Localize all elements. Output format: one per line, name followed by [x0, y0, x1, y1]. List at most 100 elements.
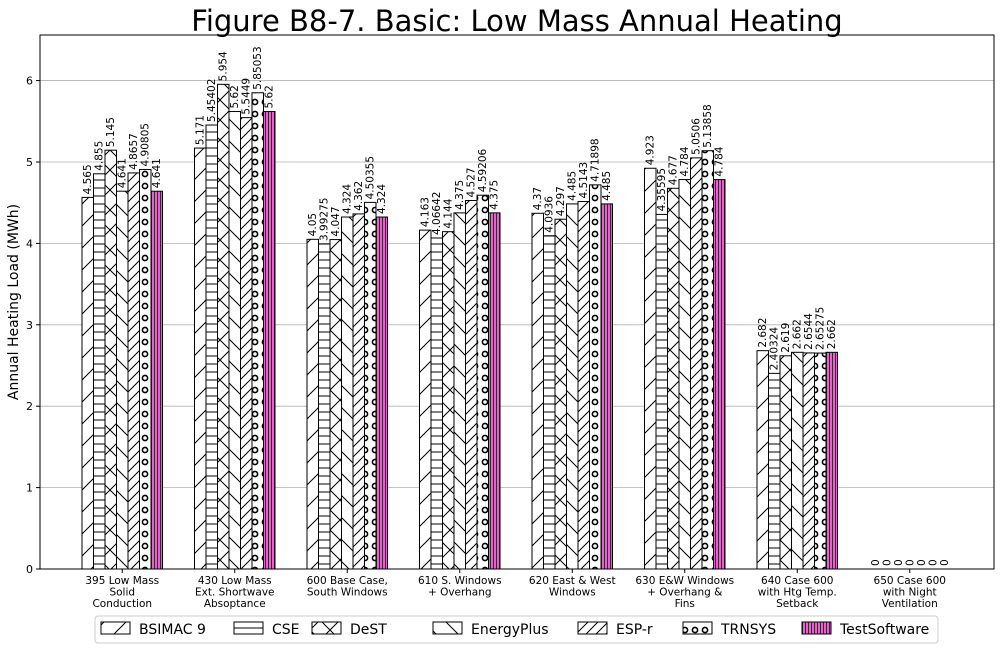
legend-label: EnergyPlus	[471, 622, 549, 638]
data-label: 5.171	[195, 115, 207, 145]
bar	[768, 372, 781, 570]
data-label: 5.45402	[206, 79, 218, 122]
bar	[566, 203, 579, 570]
data-label: 0	[893, 559, 905, 566]
data-label: 4.565	[82, 164, 94, 194]
bar	[577, 201, 590, 570]
x-tick-label: 650 Case 600 with Night Ventilation	[874, 575, 946, 610]
y-tick-label: 3	[26, 319, 33, 332]
data-label: 4.8657	[128, 133, 140, 170]
data-label: 5.5449	[241, 78, 253, 115]
bar	[756, 350, 769, 570]
legend-box	[94, 615, 939, 644]
data-label: 4.0936	[544, 196, 556, 233]
data-label: 4.37	[532, 187, 544, 210]
y-axis-ticks: 0 1 2 3 4 5 6	[26, 75, 40, 576]
y-tick-label: 1	[26, 482, 33, 495]
plot-area-frame	[39, 34, 995, 570]
bar	[644, 167, 657, 570]
x-tick-label: 600 Base Case, South Windows	[307, 575, 388, 599]
bar	[488, 212, 501, 570]
data-label: 5.62	[229, 85, 241, 108]
data-label: 2.682	[757, 318, 769, 348]
data-label: 4.05	[307, 213, 319, 236]
data-label: 4.375	[489, 180, 501, 210]
data-label: 0	[870, 559, 882, 566]
bar	[352, 213, 365, 570]
data-label: 5.0506	[691, 118, 703, 155]
bar	[589, 184, 602, 570]
y-tick-label: 2	[26, 400, 33, 413]
bar	[318, 243, 331, 570]
bar	[814, 352, 827, 570]
bar	[779, 355, 792, 570]
x-tick-label: 630 E&W Windows + Overhang & Fins	[635, 575, 734, 610]
bar	[678, 179, 691, 570]
bar	[554, 218, 567, 570]
data-label: 4.35595	[656, 168, 668, 211]
bar	[263, 111, 276, 570]
data-label: 4.047	[330, 207, 342, 237]
legend-swatch	[233, 621, 264, 635]
data-label: 4.324	[376, 184, 388, 214]
data-label: 0	[904, 559, 916, 566]
data-label: 2.65275	[815, 307, 827, 350]
bar	[476, 194, 489, 570]
bars	[81, 83, 838, 570]
bar	[116, 190, 129, 570]
data-label: 4.297	[555, 186, 567, 216]
legend-label: DeST	[350, 622, 387, 638]
y-tick-label: 0	[26, 563, 33, 576]
bar	[93, 173, 106, 570]
data-label: 4.641	[151, 158, 163, 188]
data-label: 4.362	[353, 181, 365, 211]
data-label: 2.662	[792, 319, 804, 349]
y-tick-label: 5	[26, 156, 33, 169]
data-label: 4.90805	[140, 123, 152, 166]
bar	[228, 111, 241, 570]
y-axis-label: Annual Heating Load (MWh)	[6, 204, 22, 400]
legend-label: TRNSYS	[720, 622, 776, 638]
x-axis-ticks: 395 Low Mass Solid Conduction 430 Low Mass E…	[85, 569, 946, 610]
x-tick-label: 620 East & West Windows	[529, 575, 616, 599]
bar	[205, 124, 218, 570]
y-tick-label: 4	[26, 237, 33, 250]
bar	[240, 117, 253, 570]
data-label: 0	[927, 559, 939, 566]
bar	[364, 201, 377, 570]
bar	[150, 190, 163, 570]
data-label: 4.5143	[578, 162, 590, 199]
data-label: 4.641	[117, 158, 129, 188]
data-label: 4.324	[342, 184, 354, 214]
data-label: 4.784	[714, 146, 726, 176]
data-label: 4.855	[94, 141, 106, 171]
bar	[701, 150, 714, 570]
data-label: 0	[916, 559, 928, 566]
bar	[453, 212, 466, 570]
data-label: 4.06642	[431, 192, 443, 235]
data-label: 4.59206	[477, 148, 489, 192]
bar	[791, 351, 804, 570]
bar	[329, 239, 342, 570]
data-label: 4.50355	[365, 156, 377, 199]
data-label: 2.40324	[769, 327, 781, 371]
bar	[600, 203, 613, 570]
legend-swatch	[432, 621, 463, 635]
x-tick-label: 610 S. Windows + Overhang	[418, 575, 502, 599]
data-label: 5.145	[105, 117, 117, 147]
bar	[713, 179, 726, 570]
bar	[306, 238, 319, 570]
legend-label: TestSoftware	[839, 622, 929, 638]
data-label: 0	[939, 559, 951, 566]
data-label: 4.527	[466, 167, 478, 197]
bar	[341, 216, 354, 570]
data-label: 5.62	[264, 85, 276, 108]
legend-label: BSIMAC 9	[139, 622, 206, 638]
bar	[81, 196, 94, 570]
bar	[531, 212, 544, 570]
data-label: 0	[881, 559, 893, 566]
bar	[251, 92, 264, 570]
data-label: 3.99275	[319, 198, 331, 241]
